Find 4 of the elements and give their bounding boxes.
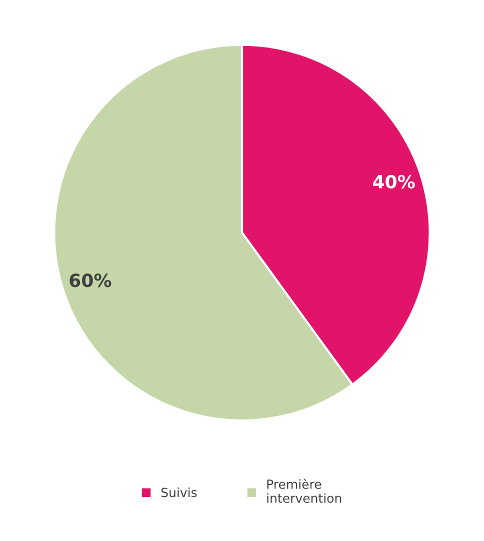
legend-label: Suivis	[161, 488, 197, 498]
legend-label: Première intervention	[267, 478, 342, 503]
data-label: 60%	[70, 274, 112, 288]
data-label: 40%	[373, 174, 415, 189]
